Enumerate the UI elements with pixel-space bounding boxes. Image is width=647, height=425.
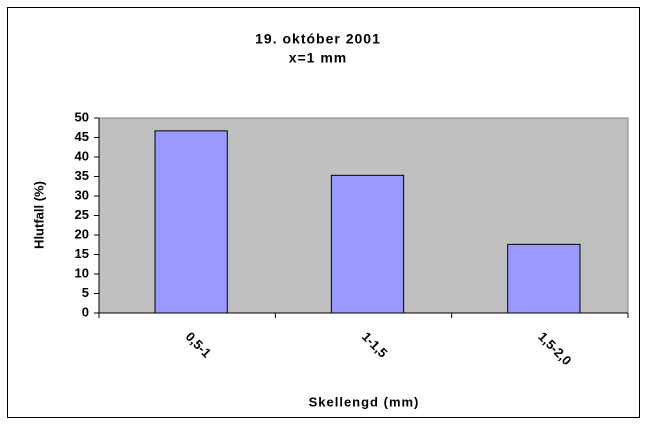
- bar: [154, 130, 228, 314]
- y-tick-label: 20: [75, 226, 89, 241]
- y-tick-label: 45: [75, 129, 89, 144]
- bar: [507, 243, 581, 314]
- y-tick-label: 35: [75, 168, 89, 183]
- y-tick-label: 5: [82, 285, 89, 300]
- y-tick-label: 50: [75, 109, 89, 124]
- y-tick-label: 30: [75, 187, 89, 202]
- y-tick-label: 0: [82, 304, 89, 319]
- y-axis-label: Hlutfall (%): [31, 181, 46, 249]
- chart-title: 19. október 2001: [255, 31, 381, 47]
- y-tick-label: 10: [75, 265, 89, 280]
- y-tick-label: 40: [75, 148, 89, 163]
- y-tick-label: 25: [75, 207, 89, 222]
- x-axis-label: Skellengd (mm): [309, 394, 420, 409]
- chart-subtitle: x=1 mm: [289, 50, 348, 66]
- y-tick-label: 15: [75, 246, 89, 261]
- bar: [330, 174, 405, 314]
